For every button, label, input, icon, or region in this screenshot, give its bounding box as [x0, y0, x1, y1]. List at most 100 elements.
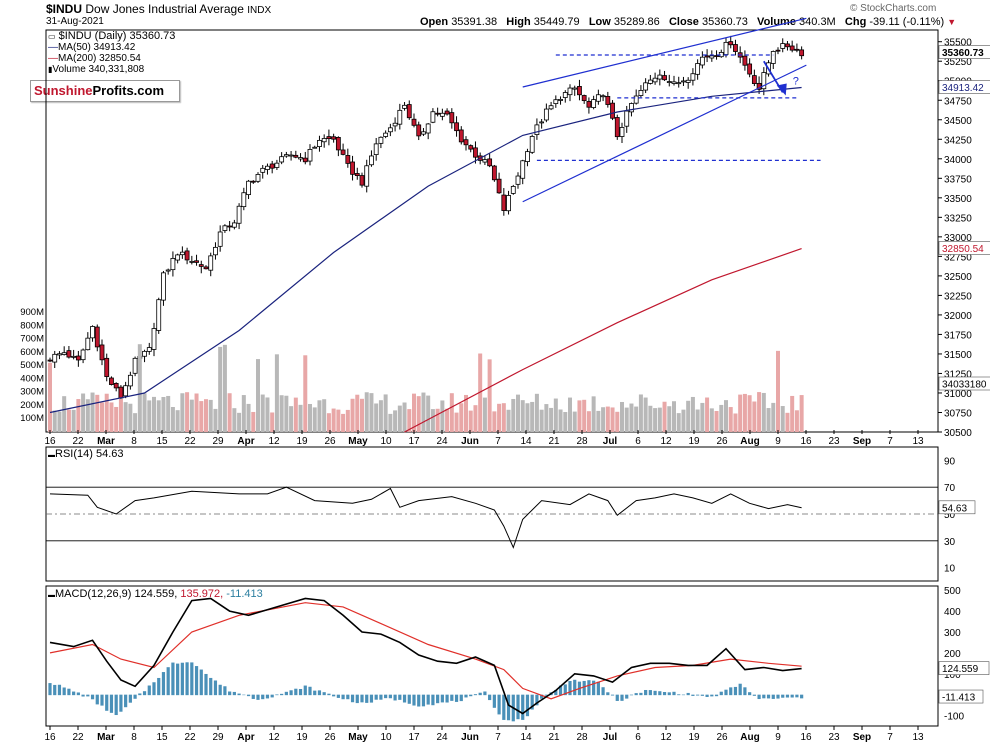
candle-body: [586, 101, 592, 108]
candle-body: [161, 272, 166, 301]
candle-body: [104, 357, 110, 377]
legend-ma50-text: MA(50) 34913.42: [58, 42, 136, 53]
candle-body: [369, 155, 374, 166]
candle-body: [340, 149, 346, 155]
candle-body: [354, 173, 360, 177]
volume-bar: [667, 406, 672, 432]
volume-bar: [430, 409, 435, 432]
volume-bar: [213, 408, 218, 432]
candle-body: [123, 385, 129, 397]
price-tick-label: 33750: [944, 174, 972, 185]
volume-bar: [709, 408, 714, 432]
x-tick-label: May: [348, 732, 368, 743]
macd-histogram-bar: [426, 694, 430, 705]
candle-body: [298, 157, 303, 160]
volume-bar: [620, 401, 624, 432]
trendline: [522, 17, 807, 88]
macd-histogram-bar: [289, 690, 293, 696]
rsi-panel: 10 30 50 70 90 54.63: [45, 446, 976, 582]
macd-histogram-bar: [766, 694, 771, 699]
volume-bar: [90, 392, 95, 432]
x-tick-label: 23: [828, 732, 840, 743]
x-tick-label: 19: [296, 436, 308, 447]
macd-histogram-bar: [677, 694, 681, 696]
candle-body: [66, 350, 72, 358]
volume-bar: [742, 393, 747, 432]
macd-histogram-bar: [795, 694, 799, 698]
volume-bar: [586, 411, 591, 432]
candle-body: [321, 138, 327, 143]
x-tick-label: Aug: [740, 436, 759, 447]
macd-histogram-bar: [48, 683, 52, 696]
x-tick-label: 19: [296, 732, 308, 743]
macd-histogram-bar: [204, 673, 208, 696]
macd-signal-value: 135.972,: [180, 588, 224, 600]
rsi-legend-icon: ▬: [48, 452, 55, 459]
price-tick-label: 30500: [944, 428, 972, 439]
x-tick-label: Sep: [853, 436, 871, 447]
macd-histogram-bar: [535, 694, 539, 706]
macd-histogram-bar: [166, 667, 170, 696]
price-tick-label: 32500: [944, 272, 972, 283]
macd-histogram-bar: [100, 694, 104, 706]
volume-bar: [520, 400, 525, 432]
macd-tick-label: -100: [944, 712, 964, 723]
candle-body: [430, 111, 436, 123]
candle-body: [506, 195, 511, 212]
volume-bar: [695, 409, 700, 432]
candle-body: [265, 165, 270, 170]
macd-histogram-bar: [171, 662, 175, 696]
volume-bar: [161, 397, 166, 432]
candle-body: [217, 231, 223, 247]
macd-histogram-bar: [213, 680, 218, 696]
candle-body: [595, 94, 601, 102]
macd-histogram-bar: [90, 694, 95, 700]
volume-bar: [71, 409, 76, 432]
volume-bar: [189, 399, 194, 432]
legend-ma200-text: MA(200) 32850.54: [58, 53, 141, 64]
candle-body: [411, 118, 417, 126]
volume-bar: [76, 399, 81, 432]
macd-value: 124.559,: [134, 588, 178, 600]
price-tick-label: 34500: [944, 116, 972, 127]
volume-label: Volume: [757, 16, 796, 28]
volume-bar: [705, 397, 710, 432]
macd-histogram-bar: [691, 694, 695, 696]
candle-body: [638, 90, 644, 96]
price-legend-icon: ▭: [48, 32, 56, 41]
macd-name: MACD(12,26,9): [55, 588, 132, 600]
volume-bar: [48, 362, 52, 432]
candle-body: [728, 41, 734, 46]
candle-body: [676, 82, 682, 85]
x-tick-label: 14: [520, 732, 532, 743]
low-value: 35289.86: [613, 16, 660, 28]
volume-bar: [530, 401, 535, 432]
candle-body: [359, 175, 365, 186]
candle-body: [577, 86, 582, 96]
volume-bar: [147, 400, 152, 432]
candle-body: [99, 344, 105, 361]
x-tick-label: 7: [495, 732, 501, 743]
macd-histogram-bar: [421, 694, 426, 707]
macd-histogram-bar: [365, 694, 369, 703]
macd-histogram-bar: [554, 689, 558, 696]
macd-histogram-bar: [138, 693, 142, 696]
macd-histogram-bar: [379, 694, 383, 700]
macd-histogram-bar: [157, 677, 161, 696]
volume-bar: [170, 407, 175, 432]
candle-body: [213, 246, 218, 256]
candle-body: [71, 355, 77, 358]
macd-histogram-bar: [464, 694, 468, 698]
candle-body: [47, 359, 53, 362]
x-tick-label: 7: [887, 436, 893, 447]
price-panel-frame: [45, 29, 939, 433]
x-tick-label: Jun: [461, 436, 479, 447]
candle-body: [246, 180, 251, 196]
x-tick-label: 19: [688, 732, 700, 743]
candle-body: [581, 95, 587, 102]
candle-body: [681, 80, 686, 83]
volume-bar: [412, 393, 416, 432]
volume-bar: [62, 396, 67, 432]
candle-body: [416, 124, 422, 137]
volume-bar: [511, 398, 516, 432]
